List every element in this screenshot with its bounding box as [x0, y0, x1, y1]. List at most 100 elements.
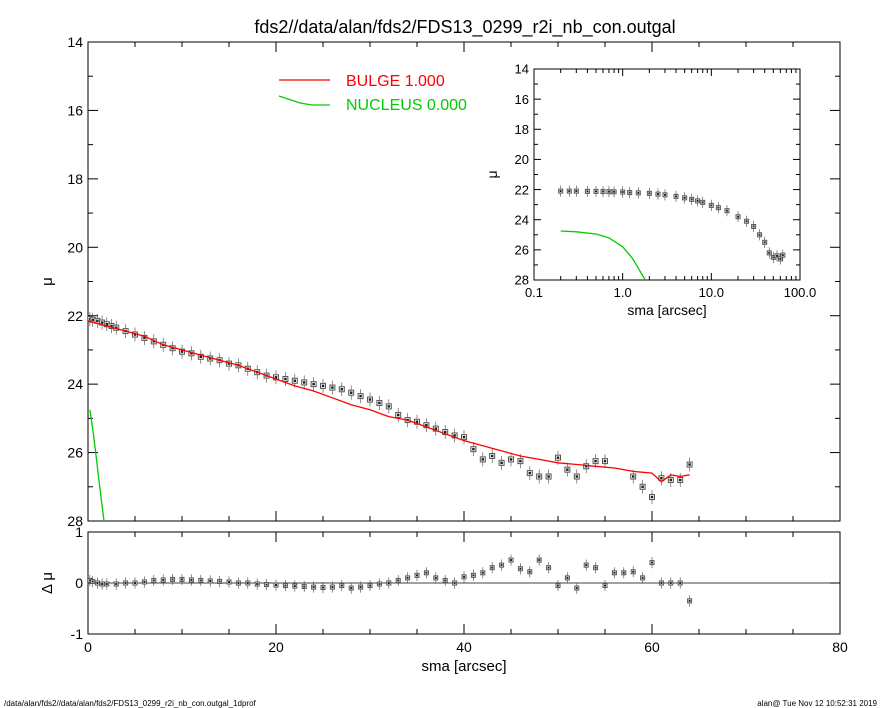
data-point [357, 389, 364, 404]
x-axis-label: sma [arcsec] [627, 302, 706, 318]
x-tick-label: 100.0 [784, 285, 817, 300]
data-point [558, 185, 564, 197]
data-point [170, 573, 176, 586]
data-point [774, 250, 780, 262]
data-point [602, 454, 608, 469]
data-point [282, 372, 289, 387]
data-point [546, 562, 552, 574]
data-point [583, 559, 589, 571]
x-axis-label: sma [arcsec] [421, 658, 506, 675]
data-point [320, 378, 326, 393]
data-point [301, 580, 307, 593]
data-point [292, 580, 298, 592]
data-point [649, 490, 655, 505]
bulge-model-line [88, 320, 690, 483]
data-point [452, 577, 458, 589]
x-tick-label: 40 [456, 639, 472, 655]
data-point [655, 188, 661, 200]
y-axis-label: μ [39, 277, 56, 286]
data-point [310, 377, 317, 392]
y-axis-label: μ [484, 170, 500, 178]
main-profile-panel: 14 16 18 20 22 24 26 28 μ BULGE 1.000 NUCLEUS 0.00… [39, 34, 841, 529]
data-point [536, 469, 543, 484]
data-point [348, 385, 355, 400]
data-point [573, 185, 579, 197]
y-tick-label: 28 [67, 513, 83, 529]
data-point [757, 229, 763, 241]
data-point [423, 567, 429, 579]
y-tick-label: 20 [515, 152, 529, 167]
data-point [451, 428, 458, 443]
data-point [395, 574, 401, 587]
data-point [226, 576, 232, 588]
data-point [708, 199, 714, 211]
data-point [311, 581, 317, 593]
data-point [687, 595, 693, 607]
data-point [470, 442, 477, 457]
data-point [593, 185, 599, 197]
legend-swatch-nucleus [278, 95, 330, 106]
data-point [700, 196, 706, 208]
data-point [646, 187, 652, 199]
data-point [235, 577, 241, 589]
data-point [715, 202, 721, 214]
data-point [639, 479, 646, 494]
data-point [689, 193, 695, 205]
y-tick-label: 24 [515, 212, 529, 227]
plot-background [534, 69, 800, 280]
y-tick-label: 16 [515, 92, 529, 107]
legend-label: BULGE 1.000 [346, 73, 445, 90]
data-point [686, 457, 693, 472]
data-point [658, 471, 665, 486]
data-point [564, 572, 570, 584]
y-axis-label: Δ μ [39, 572, 56, 594]
y-tick-label: 16 [67, 102, 83, 118]
data-point [141, 330, 148, 345]
y-tick-label: 0 [75, 575, 83, 591]
x-tick-label: 80 [832, 639, 848, 655]
data-point [649, 557, 655, 569]
data-point [385, 399, 392, 414]
data-point [499, 559, 505, 571]
data-point [151, 574, 157, 587]
footer-timestamp: alan@ Tue Nov 12 10:52:31 2019 [757, 699, 877, 708]
data-point [545, 469, 552, 484]
data-point [620, 186, 626, 198]
plot-area [88, 312, 693, 521]
y-tick-label: 20 [67, 239, 83, 255]
data-point [395, 407, 402, 422]
legend-label: NUCLEUS 0.000 [346, 97, 467, 114]
nucleus-model-line [560, 230, 646, 280]
y-tick-label: 14 [515, 62, 529, 77]
y-tick-label: 26 [515, 243, 529, 258]
data-point [677, 472, 684, 487]
data-point [141, 576, 147, 588]
data-point [583, 459, 590, 474]
data-point [735, 211, 741, 223]
y-tick-label: 28 [515, 273, 529, 288]
data-point [123, 577, 129, 589]
data-point [179, 344, 185, 359]
data-point [273, 579, 279, 591]
data-point [630, 566, 636, 578]
data-point [99, 578, 105, 590]
data-point [479, 452, 486, 467]
data-point [566, 185, 572, 197]
data-point [489, 562, 495, 574]
y-tick-label: 14 [67, 34, 83, 50]
x-tick-label: 20 [268, 639, 284, 655]
data-point [433, 572, 439, 584]
y-tick-label: 22 [515, 182, 529, 197]
data-point [517, 563, 523, 575]
data-point [508, 554, 514, 566]
data-point [358, 581, 364, 593]
data-point [442, 425, 449, 440]
data-point [668, 577, 674, 589]
data-point [367, 392, 373, 407]
x-tick-label: 10.0 [699, 285, 724, 300]
data-point [405, 572, 411, 584]
data-point [480, 567, 486, 579]
data-point [780, 249, 786, 261]
data-point [673, 190, 679, 202]
